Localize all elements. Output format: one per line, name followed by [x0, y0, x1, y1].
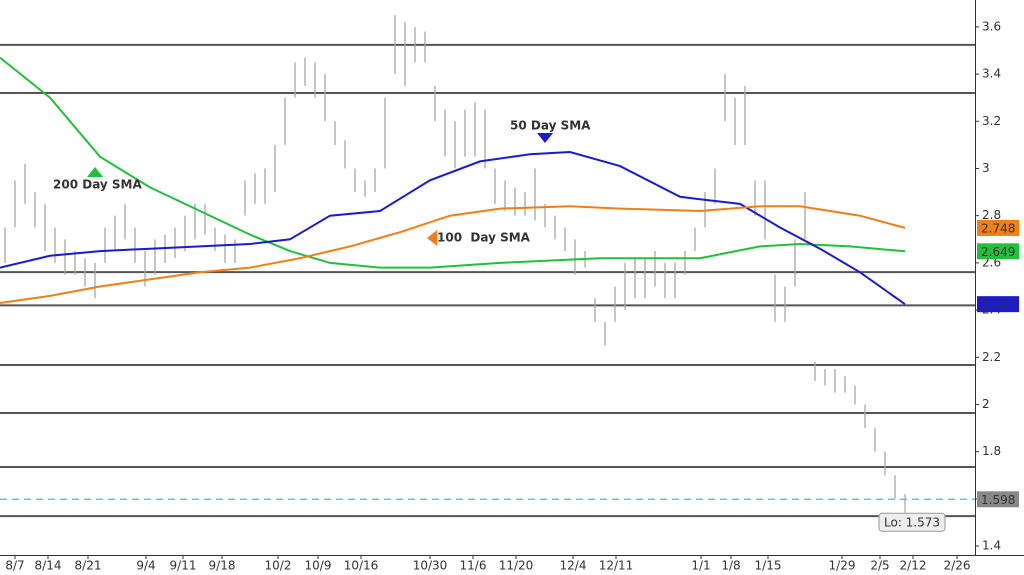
low-callout-label: Lo: 1.573	[884, 516, 940, 530]
x-tick-label: 2/12	[900, 559, 927, 573]
last-value-tag	[977, 296, 1019, 313]
sma-label: 200 Day SMA	[53, 178, 143, 192]
y-tick-label: 3	[982, 161, 990, 175]
last-price-label: 1.598	[981, 493, 1015, 507]
sma-label: 100 Day SMA	[437, 231, 531, 245]
x-tick-label: 11/20	[499, 559, 534, 573]
last-value-tag	[977, 243, 1019, 260]
last-value-label: 2.748	[981, 221, 1015, 235]
x-tick-label: 9/18	[209, 559, 236, 573]
x-tick-label: 10/9	[305, 559, 332, 573]
x-tick-label: 1/29	[829, 559, 856, 573]
x-tick-label: 1/15	[755, 559, 782, 573]
x-tick-label: 8/7	[5, 559, 24, 573]
x-tick-label: 8/14	[35, 559, 62, 573]
x-tick-label: 8/21	[75, 559, 102, 573]
sma-pointer	[537, 133, 553, 143]
last-price-tag	[977, 491, 1019, 508]
x-tick-label: 10/30	[413, 559, 448, 573]
sma-label: 50 Day SMA	[510, 119, 591, 133]
sma-line	[0, 205, 906, 304]
y-tick-label: 2.2	[982, 350, 1001, 364]
x-tick-label: 9/11	[170, 559, 197, 573]
sma-line	[0, 56, 906, 269]
x-tick-label: 10/2	[265, 559, 292, 573]
x-tick-label: 2/26	[944, 559, 971, 573]
last-value-label: 2.425	[981, 298, 1015, 312]
y-tick-label: 1.8	[982, 444, 1001, 458]
y-tick-label: 3.6	[982, 19, 1001, 33]
x-tick-label: 11/6	[460, 559, 487, 573]
last-value-tag	[977, 219, 1019, 236]
sma-pointer	[427, 230, 437, 246]
x-tick-label: 1/1	[691, 559, 710, 573]
x-tick-label: 12/4	[560, 559, 587, 573]
x-tick-label: 10/16	[344, 559, 379, 573]
sma-pointer	[87, 167, 103, 177]
x-tick-label: 12/11	[599, 559, 634, 573]
y-tick-label: 3.2	[982, 114, 1001, 128]
y-tick-label: 1.4	[982, 539, 1001, 553]
x-tick-label: 2/5	[870, 559, 889, 573]
x-tick-label: 9/4	[136, 559, 155, 573]
x-tick-label: 1/8	[721, 559, 740, 573]
y-tick-label: 2.8	[982, 208, 1001, 222]
y-tick-label: 2	[982, 397, 990, 411]
sma-line	[0, 150, 906, 306]
last-value-label: 2.649	[981, 245, 1015, 259]
y-tick-label: 3.4	[982, 67, 1001, 81]
low-callout	[878, 512, 946, 532]
